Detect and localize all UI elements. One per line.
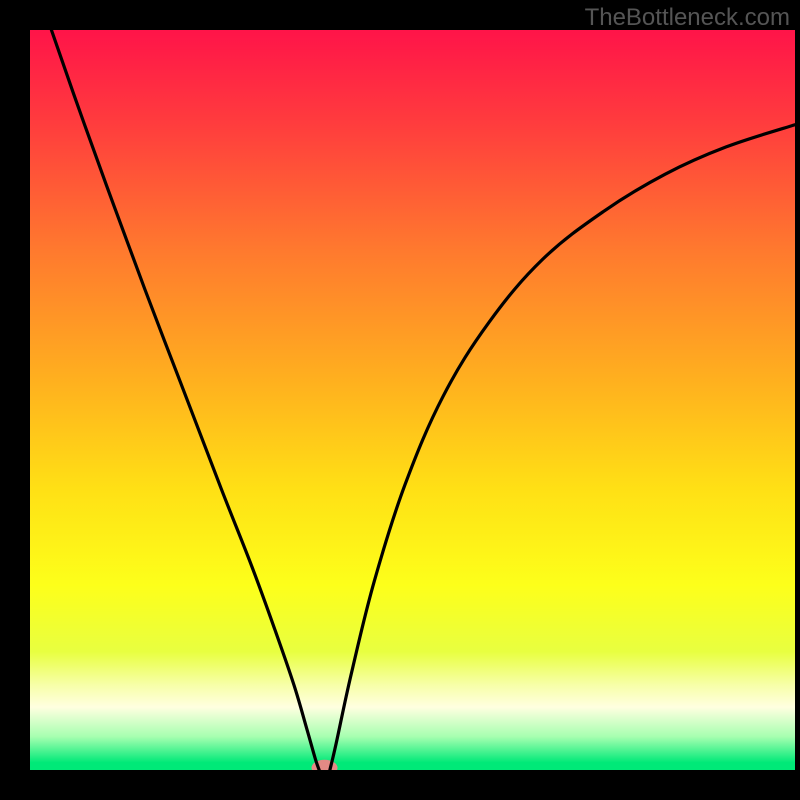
bottleneck-chart — [0, 0, 800, 800]
chart-container: TheBottleneck.com — [0, 0, 800, 800]
plot-background — [30, 30, 795, 770]
watermark-text: TheBottleneck.com — [585, 4, 790, 32]
